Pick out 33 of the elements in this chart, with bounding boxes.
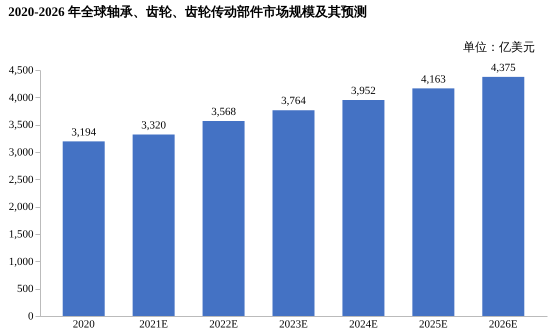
text: 单位：亿美元 — [463, 40, 535, 54]
y-tick-label: 1,000 — [8, 256, 34, 268]
data-label: 3,320 — [141, 120, 167, 132]
y-tick-label: 0 — [28, 310, 34, 322]
bar — [132, 134, 175, 316]
x-tick-label: 2024E — [349, 318, 378, 330]
data-label: 4,163 — [420, 73, 446, 86]
x-tick-label: 2022E — [209, 318, 238, 330]
y-tick-label: 3,000 — [8, 146, 34, 158]
bar — [272, 110, 314, 316]
y-tick-label: 2,000 — [8, 201, 34, 214]
y-tick-label: 4,500 — [8, 64, 34, 76]
x-tick-label: 2023E — [279, 318, 308, 330]
x-tick-label: 2020 — [72, 318, 96, 330]
bar — [202, 120, 245, 316]
bar — [342, 100, 384, 316]
y-tick-label: 3,500 — [8, 119, 34, 132]
y-tick-label: 2,500 — [8, 174, 34, 186]
data-label: 4,375 — [490, 62, 516, 74]
y-tick-label: 500 — [17, 283, 34, 296]
bar — [412, 88, 454, 316]
data-label: 3,568 — [211, 106, 236, 118]
data-label: 3,194 — [71, 126, 97, 138]
bar — [62, 141, 105, 316]
x-tick-label: 2026E — [488, 318, 518, 330]
chart-title: 2020-2026 年全球轴承、齿轮、齿轮传动部件市场规模及其预测 — [8, 4, 367, 19]
data-label: 3,952 — [351, 84, 376, 97]
y-tick-label: 4,000 — [8, 92, 34, 104]
x-tick-label: 2021E — [139, 318, 168, 330]
y-tick-label: 1,500 — [8, 228, 34, 240]
x-tick-label: 2025E — [418, 318, 448, 330]
bar — [482, 76, 524, 316]
data-label: 3,764 — [281, 95, 306, 108]
